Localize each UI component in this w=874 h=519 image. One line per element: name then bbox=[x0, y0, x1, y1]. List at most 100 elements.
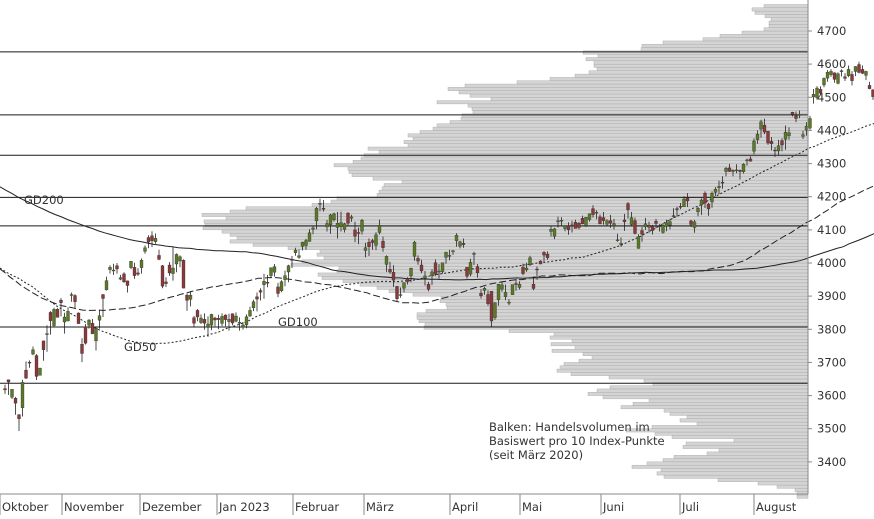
candle-up bbox=[179, 257, 182, 261]
candle-up bbox=[53, 309, 56, 325]
volume-bar bbox=[302, 260, 808, 263]
volume-bar bbox=[764, 28, 808, 31]
volume-bar bbox=[769, 24, 808, 27]
volume-bar bbox=[461, 117, 808, 120]
candle-down bbox=[487, 295, 490, 304]
volume-bar bbox=[661, 468, 808, 471]
volume-bar bbox=[230, 233, 808, 236]
candle-down bbox=[147, 238, 150, 243]
volume-bar bbox=[379, 150, 808, 153]
candle-down bbox=[739, 170, 742, 171]
volume-bar bbox=[655, 432, 808, 435]
volume-bar bbox=[583, 352, 808, 355]
annotation-line-3: (seit März 2020) bbox=[489, 448, 583, 462]
volume-bar bbox=[564, 362, 808, 365]
candle-down bbox=[536, 269, 539, 270]
volume-bar bbox=[652, 425, 808, 428]
candle-up bbox=[21, 382, 24, 408]
volume-bar bbox=[588, 392, 808, 395]
candle-down bbox=[476, 267, 479, 273]
candle-up bbox=[504, 292, 507, 297]
candle-up bbox=[823, 78, 826, 85]
y-tick-label: 3400 bbox=[817, 455, 846, 469]
candle-up bbox=[788, 133, 791, 136]
candle-down bbox=[434, 263, 437, 275]
volume-bar bbox=[707, 452, 808, 455]
candle-down bbox=[371, 241, 374, 243]
x-tick-label: März bbox=[366, 500, 394, 514]
candle-up bbox=[802, 135, 805, 137]
candle-down bbox=[592, 209, 595, 215]
candle-up bbox=[452, 251, 455, 252]
candle-up bbox=[441, 263, 444, 272]
y-tick-label: 4700 bbox=[817, 24, 846, 38]
candle-down bbox=[49, 312, 52, 320]
candle-up bbox=[473, 253, 476, 254]
sma-label: GD200 bbox=[24, 193, 64, 207]
candle-up bbox=[525, 268, 528, 270]
candle-down bbox=[91, 323, 94, 334]
candle-up bbox=[595, 212, 598, 213]
candle-up bbox=[315, 208, 318, 221]
candle-up bbox=[375, 235, 378, 246]
candle-down bbox=[25, 370, 28, 378]
candle-up bbox=[130, 261, 133, 267]
volume-bar bbox=[777, 485, 808, 488]
candle-up bbox=[403, 283, 406, 289]
candle-down bbox=[217, 318, 220, 319]
volume-bar bbox=[719, 449, 808, 452]
candle-up bbox=[557, 221, 560, 222]
volume-bar bbox=[664, 409, 808, 412]
candle-up bbox=[550, 229, 553, 231]
volume-bar bbox=[343, 280, 808, 283]
candle-down bbox=[868, 85, 871, 88]
y-tick-label: 4100 bbox=[817, 223, 846, 237]
y-tick-label: 3800 bbox=[817, 322, 846, 336]
candle-up bbox=[210, 314, 213, 325]
y-tick-label: 4000 bbox=[817, 256, 846, 270]
candle-down bbox=[795, 115, 798, 118]
volume-bar bbox=[686, 442, 808, 445]
volume-bar bbox=[752, 8, 808, 11]
candle-up bbox=[746, 160, 749, 161]
candle-down bbox=[721, 182, 724, 183]
candle-down bbox=[165, 282, 168, 284]
candle-down bbox=[18, 415, 21, 419]
volume-bar bbox=[377, 193, 808, 196]
candle-up bbox=[154, 238, 157, 242]
volume-bar bbox=[649, 399, 808, 402]
volume-bar bbox=[597, 67, 808, 70]
volume-bar bbox=[771, 18, 808, 21]
candle-up bbox=[826, 72, 829, 78]
volume-bar bbox=[583, 51, 808, 54]
candle-up bbox=[431, 272, 434, 276]
volume-bar bbox=[312, 203, 808, 206]
candle-up bbox=[340, 223, 343, 227]
candle-up bbox=[39, 368, 42, 375]
volume-bar bbox=[550, 77, 808, 80]
candle-down bbox=[602, 218, 605, 221]
volume-bar bbox=[368, 147, 808, 150]
candle-up bbox=[329, 215, 332, 225]
volume-bar bbox=[554, 333, 808, 336]
candle-up bbox=[630, 218, 633, 225]
volume-bar bbox=[413, 137, 808, 140]
volume-bar bbox=[575, 346, 808, 349]
candle-up bbox=[700, 200, 703, 205]
candle-up bbox=[637, 237, 640, 249]
y-tick-label: 4300 bbox=[817, 157, 846, 171]
candle-down bbox=[851, 74, 854, 80]
volume-bar bbox=[226, 217, 808, 220]
candle-down bbox=[567, 226, 570, 230]
candle-down bbox=[396, 287, 399, 299]
volume-bar bbox=[473, 111, 808, 114]
volume-bar bbox=[420, 130, 808, 133]
candle-up bbox=[249, 310, 252, 316]
volume-bar bbox=[408, 144, 808, 147]
candle-up bbox=[175, 254, 178, 264]
candle-down bbox=[543, 252, 546, 255]
candle-down bbox=[861, 69, 864, 73]
candle-down bbox=[578, 223, 581, 227]
candle-up bbox=[735, 170, 738, 171]
